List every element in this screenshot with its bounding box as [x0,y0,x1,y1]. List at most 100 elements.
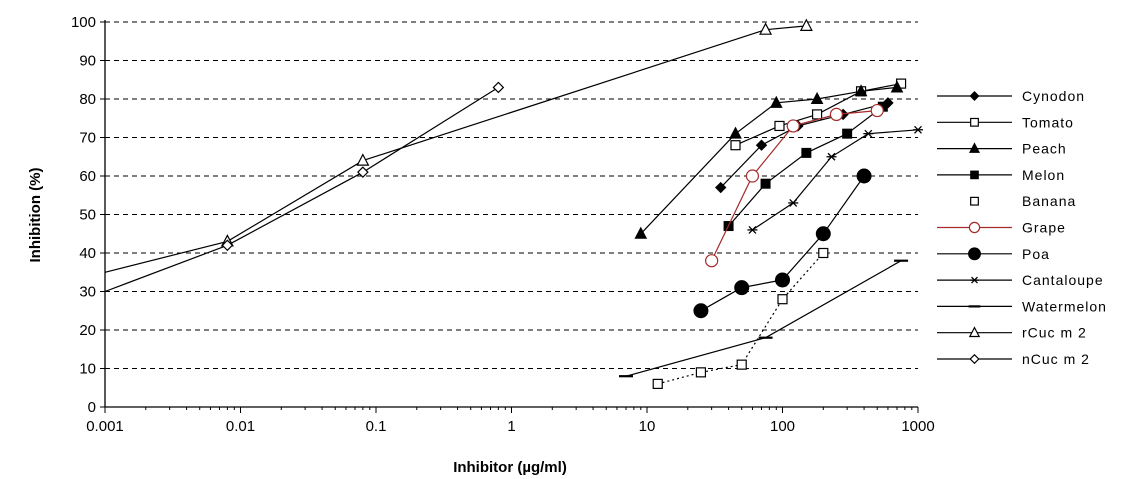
series-watermelon [619,259,909,378]
point-tomato-1 [774,120,785,132]
legend-label-tomato: Tomato [1022,114,1074,130]
legend-item-cynodon: Cynodon [937,88,1085,104]
series-line-ncuc-m-2 [104,86,499,293]
point-poa-2 [775,272,790,288]
y-tick-label-4: 40 [79,245,96,262]
point-melon-3 [842,128,853,139]
point-cantaloupe-2-stroke-3 [827,152,836,161]
x-tick-label-5: 100 [770,418,795,435]
x-tick-label-4: 10 [639,418,656,435]
grid-lines [105,21,918,369]
point-cantaloupe-0-stroke-3 [748,225,757,234]
series-line-poa [700,175,865,312]
series-rcuc-m-2 [104,18,813,273]
legend-item-melon: Melon [937,167,1065,183]
series-layer [104,18,923,389]
legend-marker-cynodon [969,91,980,101]
x-axis-title: Inhibitor (µg/ml) [453,459,567,476]
legend-label-poa: Poa [1022,246,1050,262]
point-cantaloupe-1-stroke-3 [789,198,798,207]
point-banana-1 [695,367,707,378]
y-axis-title: Inhibition (%) [27,168,44,263]
legend-item-tomato: Tomato [937,114,1074,130]
series-banana [652,247,829,389]
legend-item-rcuc-m-2: rCuc m 2 [937,325,1087,341]
point-poa-0 [693,303,709,319]
series-cantaloupe [747,125,923,234]
point-tomato-0 [730,140,741,151]
legend-marker-cantaloupe [970,276,979,284]
y-tick-label-0: 0 [88,399,96,416]
point-peach-4 [854,84,868,97]
point-cantaloupe-0 [747,225,758,234]
legend: Cynodon Tomato Peach Melon Banana Grape Poa Can… [937,88,1106,367]
point-grape-2 [786,119,800,133]
x-tick-label-1: 0.01 [226,418,255,435]
legend-item-poa: Poa [937,246,1050,262]
legend-marker-poa [968,247,981,261]
point-ncuc-m-2-2 [357,166,369,178]
y-tick-label-8: 80 [79,91,96,108]
point-peach-3 [810,91,824,104]
y-tick-label-3: 30 [79,284,96,301]
point-rcuc-m-2-3 [759,22,773,35]
point-cantaloupe-4-stroke-3 [914,125,922,134]
series-peach [634,80,904,239]
legend-item-cantaloupe: Cantaloupe [937,272,1103,288]
legend-label-ncuc-m-2: nCuc m 2 [1022,351,1090,367]
y-tick-label-7: 70 [79,130,96,147]
point-banana-3 [777,294,788,305]
series-grape [705,103,884,268]
legend-marker-banana [970,196,979,206]
point-poa-4 [856,168,872,184]
series-line-watermelon [625,260,902,377]
legend-label-melon: Melon [1022,167,1065,183]
y-tick-label-5: 50 [79,207,96,224]
legend-marker-cantaloupe-stroke-3 [971,276,978,284]
axes: 0 10 20 30 40 50 60 70 80 90 100 0.001 0.01 0.1 1 10 100… [71,14,935,435]
y-tick-label-2: 20 [79,322,96,339]
legend-marker-tomato [970,117,979,127]
point-ncuc-m-2-1 [221,239,234,252]
legend-label-rcuc-m-2: rCuc m 2 [1022,325,1087,341]
legend-label-cynodon: Cynodon [1022,88,1085,104]
point-poa-3 [815,226,831,242]
point-grape-1 [745,169,760,183]
point-banana-0 [652,378,663,389]
series-line-peach [640,86,898,235]
point-peach-5 [890,80,904,93]
legend-marker-rcuc-m-2 [968,326,981,338]
legend-item-banana: Banana [970,193,1076,209]
point-peach-0 [634,226,648,239]
x-tick-label-3: 1 [507,418,515,435]
legend-label-banana: Banana [1022,193,1076,209]
point-melon-2 [801,147,812,158]
point-cynodon-1 [755,139,768,151]
legend-item-peach: Peach [937,141,1067,157]
y-tick-label-9: 90 [79,53,96,70]
point-cantaloupe-3-stroke-3 [864,129,873,138]
point-peach-1 [729,126,742,139]
point-cantaloupe-4 [913,125,923,134]
legend-label-grape: Grape [1022,220,1066,236]
legend-marker-ncuc-m-2 [969,353,980,365]
point-tomato-2 [811,109,823,120]
legend-item-watermelon: Watermelon [937,298,1106,314]
point-melon-1 [760,178,771,189]
y-tick-label-6: 60 [79,168,96,185]
point-rcuc-m-2-2 [356,153,370,166]
point-banana-4 [818,247,829,259]
legend-item-ncuc-m-2: nCuc m 2 [937,351,1090,367]
point-grape-3 [829,107,844,122]
point-grape-0 [705,254,719,268]
legend-marker-grape [968,221,981,234]
point-cantaloupe-3 [863,129,874,138]
legend-label-peach: Peach [1022,141,1067,157]
point-poa-1 [734,280,750,296]
series-poa [693,168,872,319]
y-tick-label-1: 10 [79,361,96,378]
x-tick-label-2: 0.1 [366,418,387,435]
point-cantaloupe-1 [788,198,799,207]
series-melon [723,101,888,232]
x-tick-label-6: 1000 [901,418,934,435]
